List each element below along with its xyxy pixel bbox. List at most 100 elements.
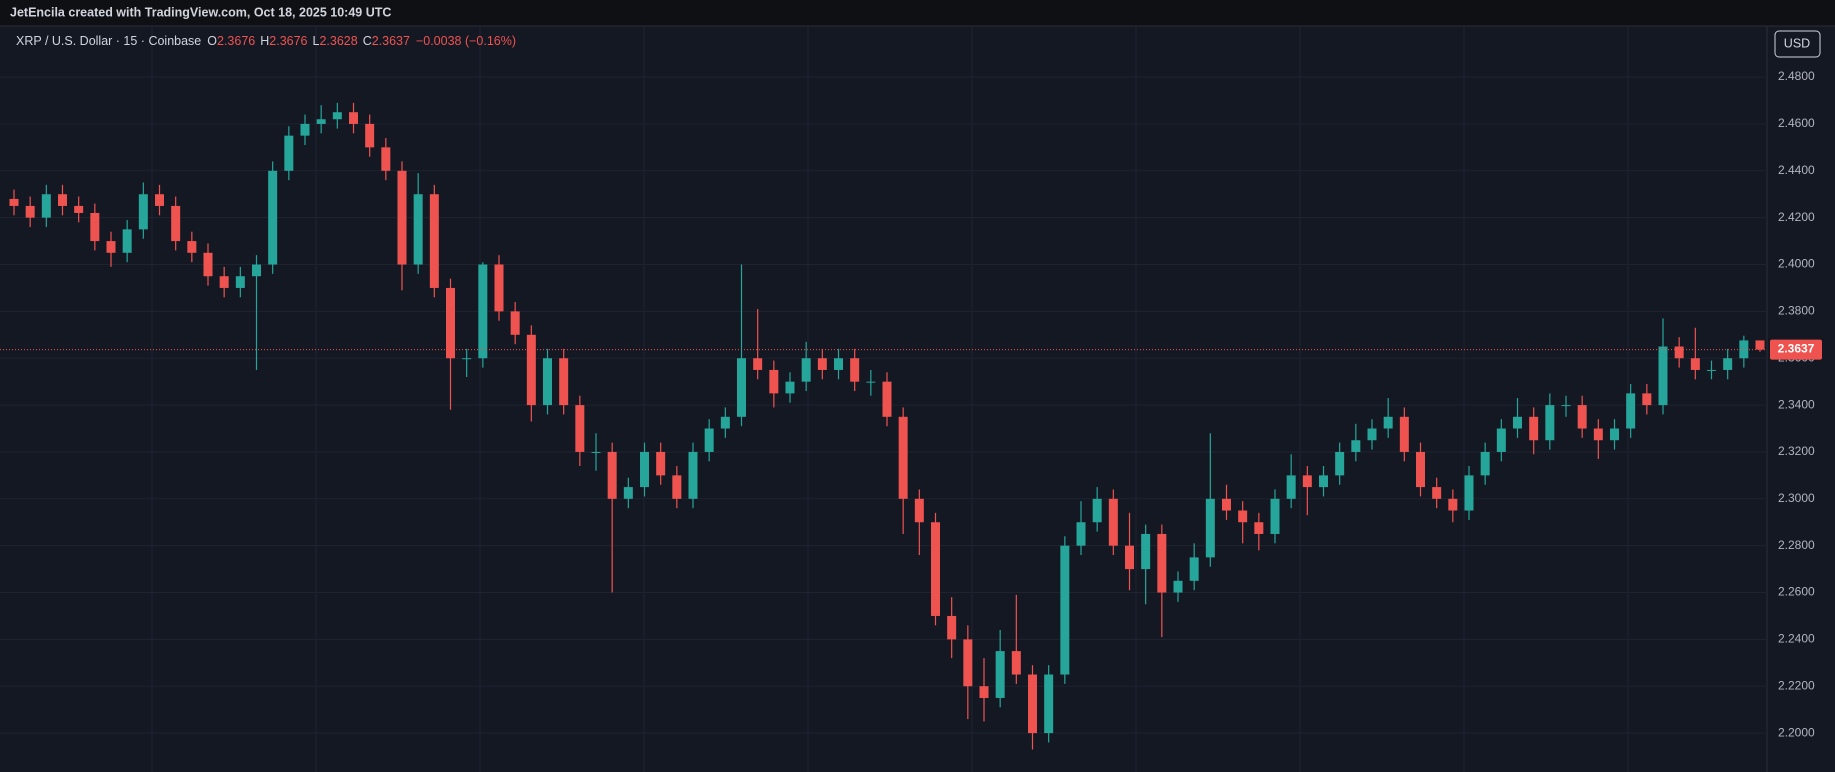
candle-body (1545, 405, 1555, 441)
ohlc-value: 2.3628 (319, 34, 357, 48)
candle-body (187, 241, 197, 253)
candle-body (753, 358, 763, 370)
candle-body (203, 252, 213, 277)
candle-body (235, 276, 245, 288)
ohlc-label: H (260, 34, 269, 48)
candle-body (1141, 533, 1151, 570)
candle-body (1561, 405, 1571, 407)
candle-body (138, 194, 148, 230)
candle-body (1416, 451, 1425, 488)
ohlc-value: 2.3676 (269, 34, 307, 48)
candle-body (446, 287, 455, 359)
candle-body (1399, 416, 1409, 452)
candle-body (979, 686, 989, 698)
last-price-tag (1770, 339, 1822, 360)
candle-body (591, 451, 601, 453)
candle-body (526, 334, 536, 406)
candle-body (122, 229, 132, 253)
candle-body (332, 112, 342, 120)
candle-body (1270, 498, 1280, 534)
candle-body (1626, 393, 1636, 429)
candle-body (1755, 340, 1765, 350)
y-tick-label: 2.3200 (1778, 444, 1815, 458)
candle-body (155, 194, 164, 206)
candle-body (1238, 510, 1248, 523)
candle-body (769, 369, 779, 394)
candle-body (704, 428, 714, 452)
candle-body (801, 358, 811, 382)
currency-button[interactable] (1774, 30, 1821, 58)
candle-body (963, 639, 973, 687)
chart-title: JetEncila created with TradingView.com, … (10, 5, 391, 19)
candle-body (1464, 475, 1474, 511)
y-tick-label: 2.4800 (1778, 69, 1815, 83)
price-axis: 2.2000 2.2200 2.2400 2.2600 2.2800 2.3000 2.32… (0, 69, 1822, 739)
candle-body (688, 451, 698, 499)
candle-body (252, 264, 261, 277)
candle-body (74, 205, 84, 213)
candle-body (850, 358, 860, 382)
candle-body (300, 123, 310, 136)
last-price-label: 2.3637 (1778, 342, 1815, 356)
candle-body (575, 405, 585, 452)
candle-body (413, 194, 423, 265)
candle-body (268, 170, 278, 265)
candle-body (478, 264, 488, 359)
candle-body (1125, 545, 1134, 570)
candle-body (1060, 545, 1070, 675)
candle-body (1319, 475, 1328, 488)
candle-body (1205, 498, 1215, 558)
currency-label: USD (1784, 36, 1810, 50)
grid (0, 26, 1767, 772)
candle-body (1480, 451, 1490, 476)
candle-body (914, 498, 924, 523)
ohlc-value: 2.3637 (372, 34, 410, 48)
candle-body (1335, 451, 1345, 476)
candle-body (1723, 358, 1733, 370)
change: −0.0038 (−0.16%) (416, 34, 516, 48)
candle-body (656, 451, 666, 476)
candle-body (947, 615, 957, 640)
candle-body (171, 205, 181, 242)
candle-body (1108, 498, 1118, 546)
candle-body (25, 205, 35, 218)
candle-body (834, 358, 843, 370)
y-tick-label: 2.4200 (1778, 210, 1815, 224)
candle-body (1351, 440, 1361, 452)
candle-body (1189, 557, 1199, 581)
candle-body (995, 651, 1005, 698)
candle-body (41, 194, 51, 218)
candle-body (1448, 498, 1458, 511)
y-tick-label: 2.3000 (1778, 491, 1815, 505)
candle-body (284, 135, 294, 171)
candle-body (1011, 651, 1021, 675)
candle-body (494, 264, 504, 312)
candle-body (866, 381, 876, 383)
candle-body (1610, 428, 1619, 441)
ohlc-value: 2.3676 (217, 34, 255, 48)
candle-body (219, 276, 229, 288)
candle-body (785, 381, 795, 394)
candle-body (640, 451, 649, 488)
candle-body (1076, 522, 1086, 546)
candle-body (1157, 533, 1167, 593)
candle-body (817, 358, 827, 370)
candle-body (1529, 416, 1539, 441)
candle-body (720, 416, 730, 429)
candle-body (58, 194, 67, 206)
candle-body (90, 212, 100, 242)
candle-body (1432, 487, 1442, 499)
candles (9, 102, 1765, 750)
candle-body (737, 358, 746, 417)
candle-body (462, 358, 472, 360)
candle-body (1173, 580, 1183, 593)
candle-body (1302, 475, 1312, 488)
y-tick-label: 2.2800 (1778, 538, 1815, 552)
candle-body (349, 112, 358, 124)
candle-body (1028, 674, 1037, 734)
candle-body (1044, 674, 1054, 734)
candle-body (1254, 522, 1264, 534)
ohlc-label: O (207, 34, 217, 48)
